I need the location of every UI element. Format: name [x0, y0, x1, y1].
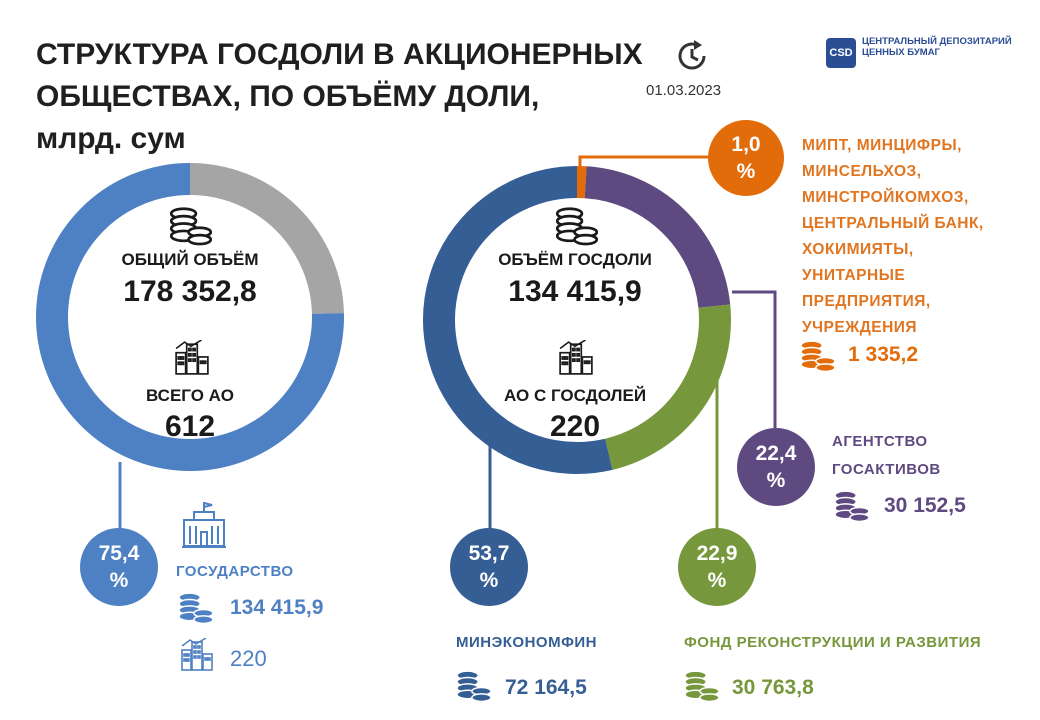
right-volume-label: ОБЪЁМ ГОСДОЛИ [498, 250, 652, 269]
agency-label: АГЕНТСТВО ГОСАКТИВОВ [832, 428, 941, 484]
government-building-icon [182, 502, 226, 548]
state-amount: 134 415,9 [230, 596, 324, 619]
agency-share-unit: % [766, 469, 786, 492]
coins-icon [684, 670, 720, 702]
ministries-list: МИПТ, МИНЦИФРЫ, МИНСЕЛЬХОЗ, МИНСТРОЙКОМХ… [802, 133, 984, 341]
connector-ministries [578, 155, 712, 175]
ministries-line: УЧРЕЖДЕНИЯ [802, 319, 918, 336]
agency-share-value: 22,4 [755, 442, 797, 465]
title-line-2: ОБЩЕСТВАХ, ПО ОБЪЁМУ ДОЛИ, [36, 80, 540, 113]
coins-icon [178, 592, 214, 624]
right-volume-value: 134 415,9 [508, 275, 642, 308]
agency-label-line-2: ГОСАКТИВОВ [832, 461, 941, 478]
logo-mark: CSD [829, 47, 853, 59]
right-donut-slice-2 [584, 166, 731, 309]
buildings-icon [181, 638, 213, 671]
state-share-unit: % [109, 569, 129, 592]
fund-share-value: 22,9 [696, 542, 738, 565]
ministries-share-unit: % [736, 160, 756, 183]
logo-text: ЦЕНТРАЛЬНЫЙ ДЕПОЗИТАРИЙ ЦЕННЫХ БУМАГ [862, 36, 1012, 58]
left-donut [36, 163, 344, 471]
fund-share-unit: % [707, 569, 727, 592]
ministries-share-value: 1,0 [731, 133, 761, 156]
ministries-line: МИНСТРОЙКОМХОЗ, [802, 189, 969, 206]
fund-amount: 30 763,8 [732, 676, 814, 699]
logo-line-1: ЦЕНТРАЛЬНЫЙ ДЕПОЗИТАРИЙ [862, 36, 1012, 47]
ministries-line: МИНСЕЛЬХОЗ, [802, 163, 922, 180]
state-share-bubble: 75,4 % [80, 528, 158, 606]
logo-line-2: ЦЕННЫХ БУМАГ [862, 47, 940, 58]
state-category: ГОСУДАРСТВО [176, 563, 294, 580]
coins-icon [800, 340, 836, 372]
report-date: 01.03.2023 [646, 82, 722, 99]
left-volume-value: 178 352,8 [123, 275, 257, 308]
agency-share-bubble: 22,4 % [737, 428, 815, 506]
coins-icon [170, 207, 212, 246]
minfin-label: МИНЭКОНОМФИН [456, 634, 598, 651]
ministries-line: УНИТАРНЫЕ [802, 267, 906, 284]
minfin-share-value: 53,7 [468, 542, 510, 565]
coins-icon [456, 670, 492, 702]
buildings-icon [175, 340, 209, 375]
connector-agency [732, 290, 777, 430]
csd-logo: CSD [826, 38, 856, 68]
ministries-amount: 1 335,2 [848, 343, 919, 366]
left-count-value: 612 [164, 410, 216, 443]
ministries-share-bubble: 1,0 % [708, 120, 784, 196]
left-count-label: ВСЕГО АО [146, 386, 234, 405]
right-donut [423, 165, 731, 474]
left-volume-label: ОБЩИЙ ОБЪЁМ [121, 250, 259, 269]
agency-label-line-1: АГЕНТСТВО [832, 433, 928, 450]
minfin-share-bubble: 53,7 % [450, 528, 528, 606]
right-count-value: 220 [549, 410, 601, 443]
right-count-label: АО С ГОСДОЛЕЙ [503, 386, 647, 405]
minfin-share-unit: % [479, 569, 499, 592]
right-donut-slice-3 [604, 304, 731, 470]
state-share-value: 75,4 [98, 542, 140, 565]
ministries-line: ХОКИМИЯТЫ, [802, 241, 914, 258]
state-count: 220 [230, 646, 267, 671]
left-donut-slice-2 [36, 163, 344, 471]
coins-icon [834, 490, 870, 522]
fund-label: ФОНД РЕКОНСТРУКЦИИ И РАЗВИТИЯ [684, 634, 982, 651]
title-line-1: СТРУКТУРА ГОСДОЛИ В АКЦИОНЕРНЫХ [36, 38, 643, 71]
buildings-icon [559, 340, 593, 375]
fund-share-bubble: 22,9 % [678, 528, 756, 606]
ministries-line: ПРЕДПРИЯТИЯ, [802, 293, 931, 310]
coins-icon [556, 207, 598, 246]
agency-amount: 30 152,5 [884, 494, 966, 517]
ministries-line: ЦЕНТРАЛЬНЫЙ БАНК, [802, 215, 984, 232]
right-donut-slice-4 [423, 166, 613, 474]
minfin-amount: 72 164,5 [505, 676, 587, 699]
title-line-3: млрд. сум [36, 122, 186, 155]
left-donut-slice-1 [189, 163, 344, 315]
page-title: СТРУКТУРА ГОСДОЛИ В АКЦИОНЕРНЫХ ОБЩЕСТВА… [36, 34, 656, 160]
ministries-line: МИПТ, МИНЦИФРЫ, [802, 137, 962, 154]
clock-refresh-icon [678, 40, 706, 70]
